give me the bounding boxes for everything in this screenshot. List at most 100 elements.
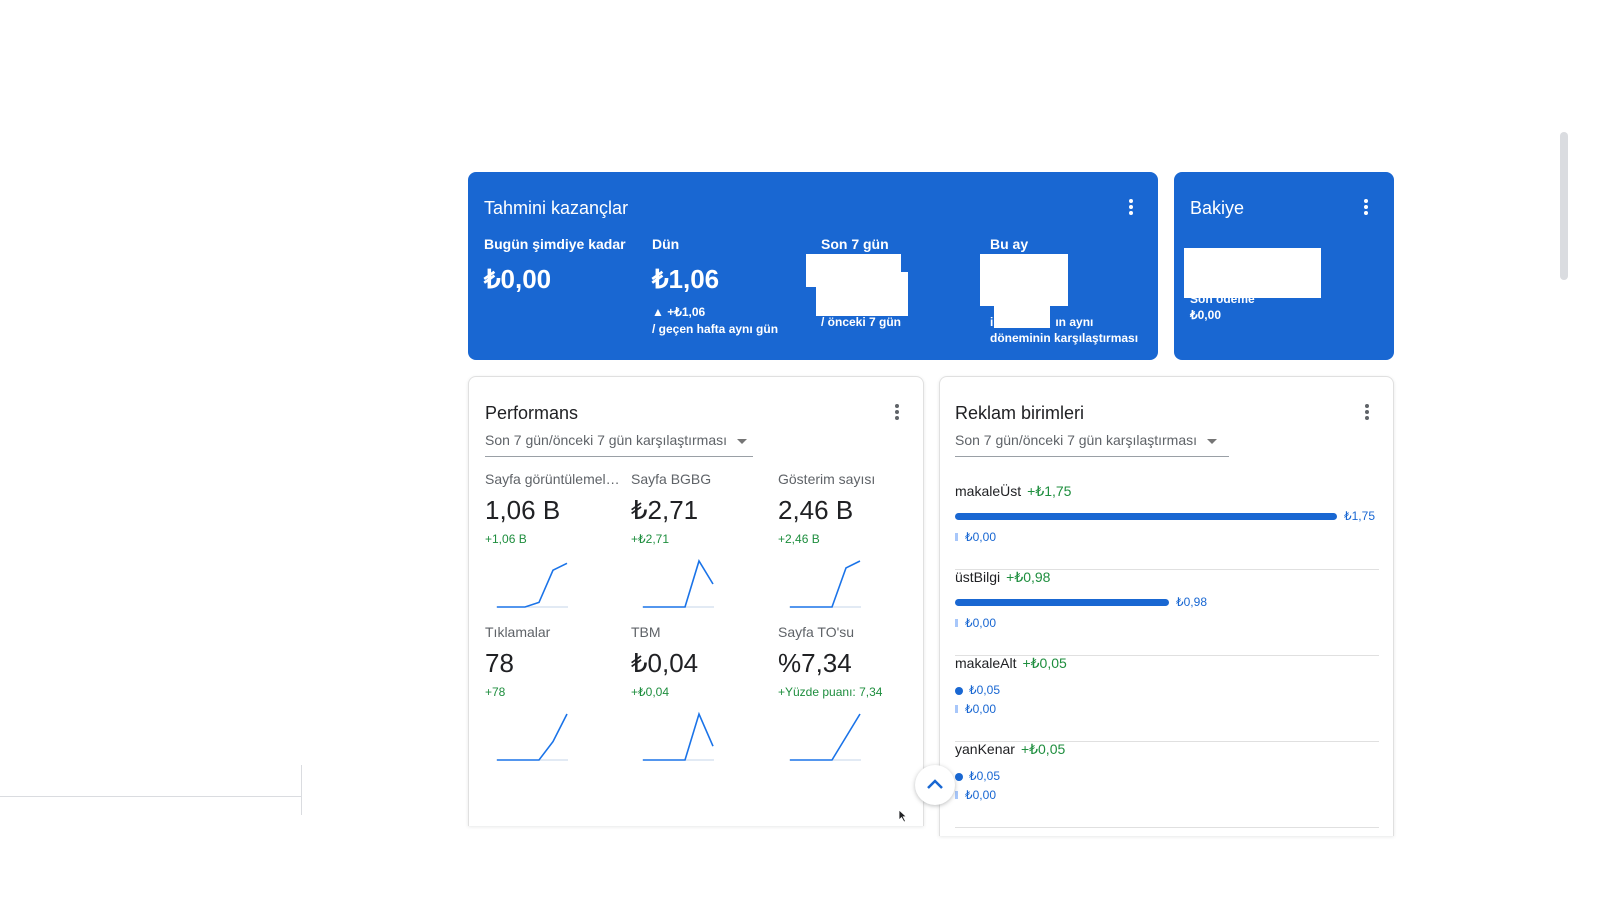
earnings-more-vert-icon[interactable] — [1123, 197, 1139, 219]
metric-label: Sayfa BGBG — [631, 471, 712, 487]
metric-tile[interactable]: Tıklamalar 78 +78 — [485, 624, 620, 699]
performance-dropdown-label: Son 7 gün/önceki 7 gün karşılaştırması — [485, 432, 728, 448]
metric-change: +78 — [485, 685, 506, 699]
ad-unit-row[interactable]: üstBilgi +₺0,98 ₺0,98 ₺0,00 — [955, 569, 1379, 656]
panel-divider-vertical — [301, 765, 302, 815]
chevron-up-icon — [927, 779, 943, 789]
metric-value: ₺2,71 — [631, 495, 699, 525]
earnings-today-label: Bugün şimdiye kadar — [484, 236, 626, 252]
ad-unit-row[interactable]: yanKenar +₺0,05 ₺0,05 ₺0,00 — [955, 741, 1379, 828]
metric-change: +₺2,71 — [631, 532, 669, 546]
metric-label: Gösterim sayısı — [778, 471, 876, 487]
panel-divider-horizontal — [0, 796, 301, 797]
earnings-yesterday-compare: / geçen hafta aynı gün — [652, 322, 779, 336]
metric-sparkline — [642, 711, 714, 761]
mouse-cursor-icon — [898, 809, 908, 823]
ad-unit-change: +₺0,05 — [1022, 655, 1067, 671]
earnings-today: Bugün şimdiye kadar ₺0,00 — [484, 236, 644, 295]
earnings-month-redaction — [980, 254, 1068, 306]
metric-value: 1,06 B — [485, 495, 561, 525]
ad-unit-name: yanKenar +₺0,05 — [955, 741, 1065, 758]
ad-unit-name-text: üstBilgi — [955, 569, 1001, 585]
earnings-title: Tahmini kazançlar — [484, 198, 629, 218]
earnings-yesterday: Dün ₺1,06 ▲ +₺1,06 / geçen hafta aynı gü… — [652, 236, 812, 337]
scroll-top-button[interactable] — [915, 765, 955, 805]
ad-unit-change: +₺1,75 — [1027, 483, 1072, 499]
earnings-last7-compare: / önceki 7 gün — [821, 315, 902, 329]
earnings-month-label: Bu ay — [990, 236, 1029, 252]
ad-unit-name-text: makaleAlt — [955, 655, 1017, 671]
ad-unit-previous-bar — [955, 619, 958, 627]
earnings-month-compare-b: ın aynı — [1055, 315, 1094, 329]
metric-label: TBM — [631, 624, 661, 640]
metric-value: %7,34 — [778, 648, 852, 678]
ad-unit-previous-value: ₺0,00 — [965, 788, 996, 802]
metric-tile[interactable]: Sayfa BGBG ₺2,71 +₺2,71 — [631, 471, 766, 546]
metric-tile[interactable]: Gösterim sayısı 2,46 B +2,46 B — [778, 471, 913, 546]
performance-card: Performans Son 7 gün/önceki 7 gün karşıl… — [468, 376, 924, 826]
metric-change: +2,46 B — [778, 532, 820, 546]
ad-unit-current-value: ₺0,98 — [1176, 595, 1207, 609]
metric-sparkline — [642, 559, 714, 608]
earnings-yesterday-label: Dün — [652, 236, 680, 252]
ad-unit-name: makaleAlt +₺0,05 — [955, 655, 1067, 672]
metric-tile[interactable]: Sayfa görüntülemeleri 1,06 B +1,06 B — [485, 471, 620, 546]
performance-period-dropdown[interactable]: Son 7 gün/önceki 7 gün karşılaştırması — [485, 432, 753, 457]
performance-more-vert-icon[interactable] — [889, 402, 905, 424]
ad-unit-previous-bar — [955, 791, 958, 799]
ad-unit-current-dot — [955, 687, 963, 695]
metric-tile[interactable]: Sayfa TO'su %7,34 +Yüzde puanı: 7,34 — [778, 624, 913, 699]
ad-unit-name-text: makaleÜst — [955, 483, 1022, 499]
balance-card: Bakiye Son ödeme ₺0,00 — [1174, 172, 1394, 360]
ad-units-more-vert-icon[interactable] — [1359, 402, 1375, 424]
ad-units-period-dropdown[interactable]: Son 7 gün/önceki 7 gün karşılaştırması — [955, 432, 1229, 457]
ad-unit-change: +₺0,05 — [1020, 741, 1066, 757]
metric-value: 78 — [485, 648, 514, 678]
metric-label: Sayfa TO'su — [778, 624, 855, 640]
ad-unit-previous-value: ₺0,00 — [965, 702, 996, 716]
sparkline-series — [790, 713, 861, 761]
earnings-card: Tahmini kazançlar Bugün şimdiye kadar ₺0… — [468, 172, 1158, 360]
ad-units-dropdown-label: Son 7 gün/önceki 7 gün karşılaştırması — [955, 432, 1198, 448]
ad-unit-row[interactable]: makaleAlt +₺0,05 ₺0,05 ₺0,00 — [955, 655, 1379, 742]
page-scrollbar[interactable] — [1560, 132, 1568, 280]
metric-tile[interactable]: TBM ₺0,04 +₺0,04 — [631, 624, 766, 699]
balance-last-payment-value: ₺0,00 — [1190, 308, 1221, 322]
ad-unit-previous-value: ₺0,00 — [965, 530, 996, 544]
balance-title: Bakiye — [1190, 198, 1245, 218]
caret-down-icon — [737, 438, 748, 444]
metric-change: +₺0,04 — [631, 685, 669, 699]
ad-units-title: Reklam birimleri — [955, 403, 1085, 423]
caret-down-icon — [1207, 438, 1218, 444]
sparkline-series — [643, 711, 714, 761]
performance-title: Performans — [485, 403, 579, 423]
ad-unit-name: üstBilgi +₺0,98 — [955, 569, 1050, 586]
ad-unit-current-bar — [955, 513, 1337, 520]
metric-change: +Yüzde puanı: 7,34 — [778, 685, 883, 699]
earnings-yesterday-value: ₺1,06 — [652, 264, 720, 294]
ad-unit-row[interactable]: makaleÜst +₺1,75 ₺1,75 ₺0,00 — [955, 483, 1379, 570]
metric-sparkline — [496, 713, 568, 761]
metric-change: +1,06 B — [485, 532, 527, 546]
earnings-last7-label: Son 7 gün — [821, 236, 889, 252]
earnings-last7: Son 7 gün / önceki 7 gün — [821, 236, 981, 329]
earnings-month-compare: i ın aynı döneminin karşılaştırması — [990, 314, 1160, 346]
balance-more-vert-icon[interactable] — [1358, 197, 1374, 219]
ad-unit-name: makaleÜst +₺1,75 — [955, 483, 1071, 500]
ad-unit-name-text: yanKenar — [955, 741, 1015, 757]
sparkline-series — [643, 559, 714, 608]
earnings-month-redaction-2 — [994, 300, 1050, 328]
sparkline-series — [497, 562, 568, 608]
metric-label: Sayfa görüntülemeleri — [485, 471, 620, 487]
ad-unit-current-dot — [955, 773, 963, 781]
earnings-yesterday-change: ▲ +₺1,06 — [652, 305, 706, 319]
metric-value: ₺0,04 — [631, 648, 699, 678]
ad-unit-previous-bar — [955, 533, 958, 541]
ad-unit-current-value: ₺0,05 — [969, 769, 1000, 783]
ad-unit-previous-value: ₺0,00 — [965, 616, 996, 630]
ad-unit-current-value: ₺0,05 — [969, 683, 1000, 697]
sparkline-series — [790, 560, 861, 608]
metric-value: 2,46 B — [778, 495, 854, 525]
earnings-last7-redaction-2 — [816, 272, 908, 316]
ad-units-card: Reklam birimleri Son 7 gün/önceki 7 gün … — [939, 376, 1394, 836]
